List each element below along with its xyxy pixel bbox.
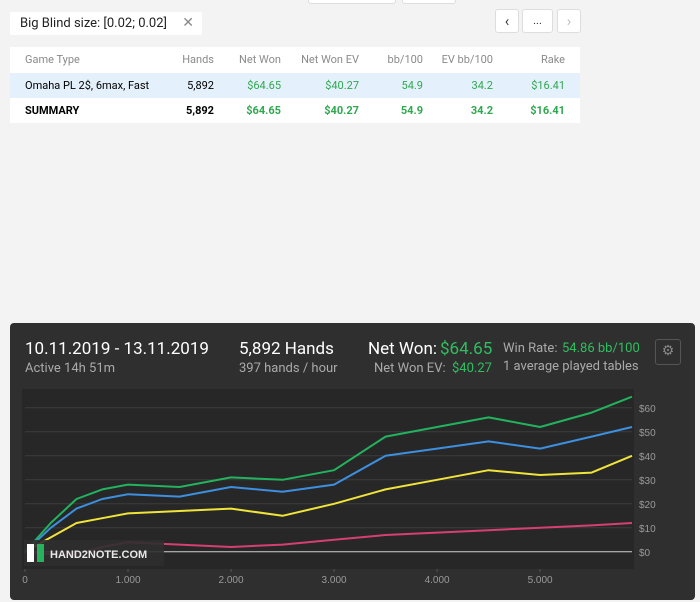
x-tick-label: 1.000: [116, 575, 141, 586]
x-tick-label: 2.000: [219, 575, 244, 586]
graph-panel: 10.11.2019 - 13.11.2019 Active 14h 51m 5…: [10, 323, 695, 600]
table-cell: SUMMARY: [25, 98, 79, 123]
y-tick-label: $20: [639, 500, 656, 511]
table-cell: Omaha PL 2$, 6max, Fast: [25, 73, 149, 98]
y-tick-label: $30: [639, 476, 656, 487]
table-cell: $16.41: [530, 98, 565, 123]
watermark: HAND2NOTE.COM: [50, 549, 147, 561]
y-tick-label: $10: [639, 524, 656, 535]
x-tick-label: 0: [22, 575, 28, 586]
table-cell: $40.27: [325, 73, 359, 98]
cropped-button[interactable]: [308, 0, 396, 4]
table-row: Game Type Hands Net Won Net Won EV bb/100 EV …: [10, 47, 580, 72]
table-cell: 5,892: [187, 73, 214, 98]
y-tick-label: $0: [639, 548, 651, 559]
filter-chip[interactable]: Big Blind size: [0.02; 0.02] ✕: [10, 12, 202, 35]
table-cell: $16.41: [531, 73, 565, 98]
table-cell: 5,892: [186, 98, 214, 123]
table-cell: Net Won EV: [301, 47, 359, 72]
table-cell: Game Type: [25, 47, 80, 72]
table-cell: EV bb/100: [442, 47, 493, 72]
next-button[interactable]: ›: [557, 9, 581, 33]
graph: $0 $10 $20 $30 $40 $50 $60 0 1.000 2.000 3.000 4.00…: [10, 323, 695, 600]
logo-mark: [27, 544, 34, 562]
y-tick-label: $60: [639, 404, 656, 415]
x-tick-label: 5.000: [528, 575, 553, 586]
table-cell: $64.65: [247, 73, 281, 98]
table-cell: Rake: [541, 47, 565, 72]
table-row: SUMMARY 5,892 $64.65 $40.27 54.9 34.2 $16.41: [10, 98, 580, 123]
prev-button[interactable]: ‹: [495, 9, 519, 33]
filter-label: Big Blind size: [0.02; 0.02]: [20, 16, 167, 31]
table-cell: Net Won: [239, 47, 281, 72]
y-tick-label: $40: [639, 452, 656, 463]
table-row: Omaha PL 2$, 6max, Fast 5,892 $64.65 $40.27…: [10, 73, 580, 98]
table-cell: 34.2: [471, 98, 493, 123]
x-tick-label: 3.000: [322, 575, 347, 586]
remove-filter[interactable]: ✕: [182, 12, 194, 35]
table-cell: bb/100: [388, 47, 423, 72]
x-tick-label: 4.000: [425, 575, 450, 586]
cropped-button[interactable]: [402, 0, 456, 4]
table-cell: Hands: [182, 47, 214, 72]
stats-table: Game Type Hands Net Won Net Won EV bb/100 EV …: [10, 47, 580, 123]
table-cell: 34.2: [472, 73, 493, 98]
table-cell: $40.27: [324, 98, 359, 123]
table-cell: $64.65: [246, 98, 281, 123]
table-cell: 54.9: [402, 73, 423, 98]
logo-mark: [37, 544, 44, 562]
table-cell: 54.9: [401, 98, 423, 123]
more-button[interactable]: ...: [522, 9, 553, 33]
y-tick-label: $50: [639, 428, 656, 439]
